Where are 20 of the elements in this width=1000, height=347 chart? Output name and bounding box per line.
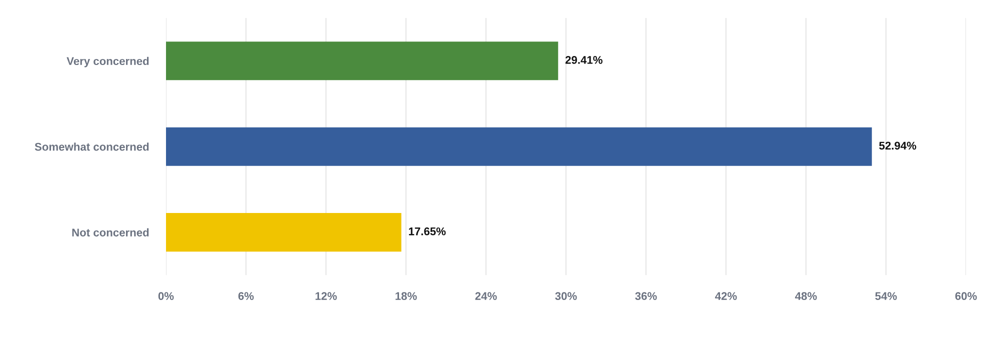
x-tick-label: 24%	[475, 292, 497, 300]
x-tick-label: 18%	[396, 292, 417, 300]
x-tick-label: 12%	[316, 292, 337, 300]
x-tick-label: 0%	[158, 292, 174, 300]
y-tick-label: Not concerned	[72, 228, 149, 236]
x-tick-label: 30%	[555, 292, 577, 300]
x-tick-label: 48%	[795, 292, 817, 300]
data-label: 17.65%	[408, 227, 446, 236]
data-label: 29.41%	[565, 56, 602, 64]
bar	[166, 42, 558, 80]
y-tick-label: Somewhat concerned	[34, 142, 149, 151]
x-tick-label: 54%	[875, 292, 897, 300]
y-tick-label: Very concerned	[66, 56, 149, 68]
x-tick-label: 60%	[955, 292, 977, 300]
x-tick-label: 42%	[715, 292, 737, 300]
bar	[166, 213, 402, 252]
x-tick-label: 6%	[238, 292, 254, 300]
x-tick-label: 36%	[635, 292, 657, 300]
data-label: 52.94%	[879, 142, 916, 150]
bar	[166, 127, 872, 166]
